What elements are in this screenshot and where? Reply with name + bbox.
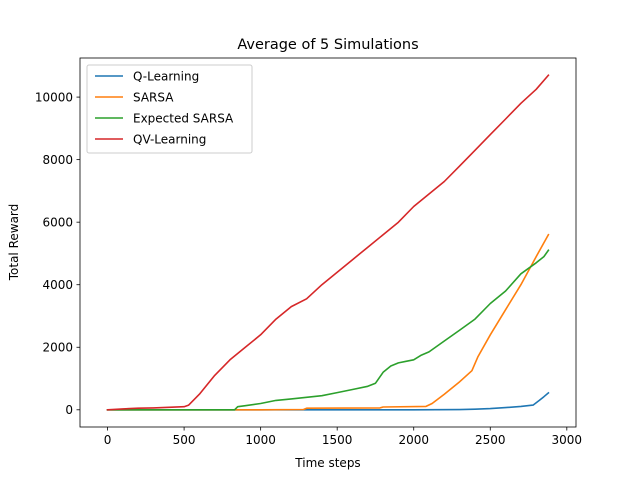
plot-frame (79, 57, 577, 428)
x-tick-label-6: 3000 (552, 433, 583, 447)
x-tick-label-2: 1000 (245, 433, 276, 447)
x-axis-label: Time steps (294, 456, 360, 470)
chart-title: Average of 5 Simulations (237, 37, 418, 53)
series-line-2 (106, 249, 550, 411)
series-line-1 (106, 233, 550, 411)
legend-box (86, 64, 253, 154)
y-tick-label-5: 10000 (35, 90, 73, 104)
legend-label-0: Q-Learning (133, 69, 199, 83)
series-layer (106, 74, 550, 411)
x-tick-label-4: 2000 (398, 433, 429, 447)
x-tick-label-5: 2500 (475, 433, 506, 447)
x-tick-label-1: 500 (173, 433, 196, 447)
y-axis: 0 2000 4000 6000 8000 10000 (35, 90, 80, 417)
x-axis: 0 500 1000 1500 2000 2500 3000 (104, 427, 582, 447)
y-tick-label-1: 2000 (42, 341, 73, 355)
legend: Q-Learning SARSA Expected SARSA QV-Learning (86, 64, 253, 154)
x-tick-label-0: 0 (104, 433, 112, 447)
y-axis-label: Total Reward (7, 204, 21, 282)
y-tick-label-2: 4000 (42, 278, 73, 292)
series-line-3 (106, 74, 550, 411)
y-tick-label-0: 0 (65, 403, 73, 417)
legend-label-3: QV-Learning (133, 132, 206, 146)
legend-label-2: Expected SARSA (133, 111, 234, 125)
y-tick-label-4: 8000 (42, 153, 73, 167)
y-tick-label-3: 6000 (42, 215, 73, 229)
legend-entries: Q-Learning SARSA Expected SARSA QV-Learning (95, 69, 234, 146)
x-tick-label-3: 1500 (322, 433, 353, 447)
legend-label-1: SARSA (133, 90, 174, 104)
